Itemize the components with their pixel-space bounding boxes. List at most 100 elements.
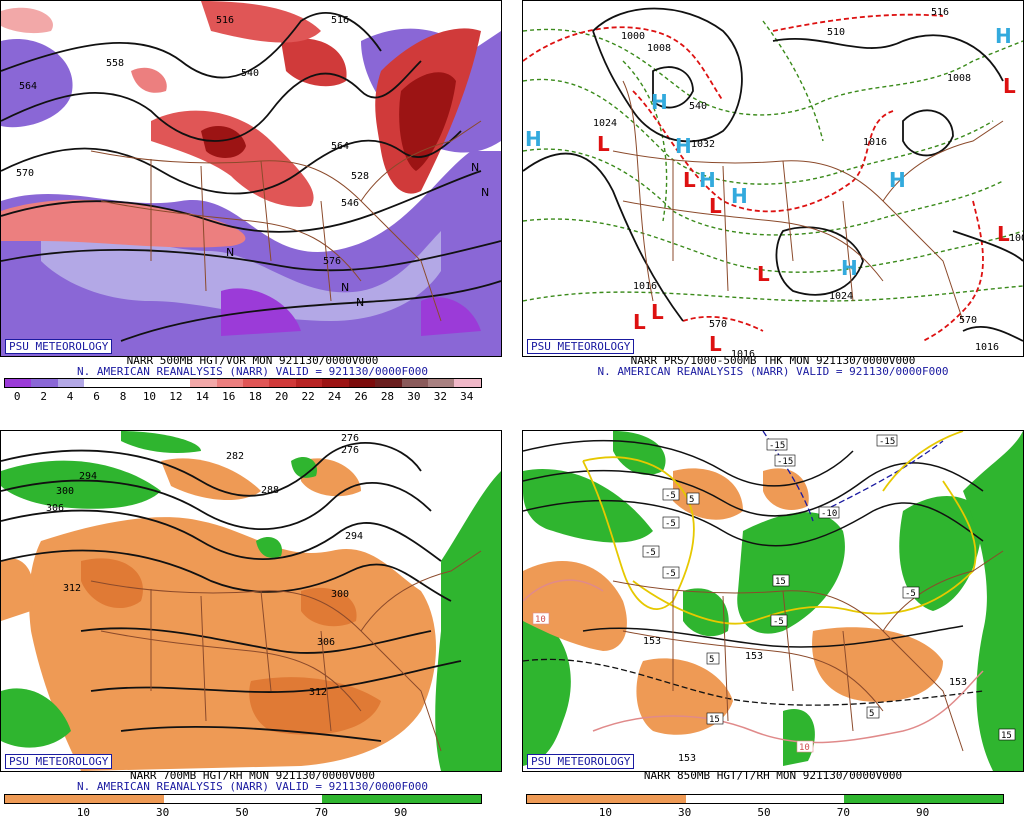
contour-label: 570: [16, 168, 34, 179]
low-pressure-symbol: L: [683, 168, 696, 192]
vort-max-symbol: N: [481, 186, 489, 199]
temp-label: 15: [775, 577, 786, 587]
contour-label: 1024: [593, 118, 617, 129]
contour-label: 564: [19, 81, 37, 92]
height-contours: [523, 439, 984, 648]
scale-label: 14: [195, 390, 209, 403]
positive-vorticity-area: [399, 72, 456, 171]
contour-label: 1016: [863, 137, 887, 148]
positive-vorticity-area: [201, 126, 246, 158]
temp-label-box: 15: [998, 728, 1016, 741]
colorbar-segment: [137, 379, 164, 387]
temp-label: -15: [777, 457, 793, 467]
scale-label: 34: [460, 390, 474, 403]
contour-label: 153: [745, 651, 763, 662]
temp-label: 5: [689, 495, 694, 505]
contour-label: 282: [226, 451, 244, 462]
political-borders: [90, 550, 482, 752]
low-pressure-symbol: L: [757, 262, 770, 286]
psu-meteorology-badge: PSU METEOROLOGY: [527, 339, 635, 354]
strong-negative-vorticity: [221, 288, 301, 336]
political-borders: [612, 550, 1004, 752]
negative-vorticity-area: [1, 39, 73, 128]
positive-vorticity-area: [201, 1, 321, 43]
psu-meteorology-badge: PSU METEOROLOGY: [5, 754, 113, 769]
contour-label: 516: [216, 15, 234, 26]
contour-label: 1032: [691, 139, 715, 150]
vorticity-map: N N N N N 516 564 558 564 540 546 576 57…: [1, 1, 501, 356]
low-pressure-symbol: L: [709, 194, 722, 218]
temp-label: 15: [1001, 731, 1012, 741]
colorbar-segment: [163, 379, 191, 387]
temp-label-box: -15: [876, 434, 898, 447]
temperature-labels: -15 -15 -15 -5 -5 -5 -5 -10 -5 -5 5 5 5 …: [532, 434, 1016, 753]
temp-label: 15: [709, 715, 720, 725]
scale-label: 18: [248, 390, 262, 403]
scale-label: 30: [156, 806, 170, 819]
contour-label: 540: [241, 68, 259, 79]
height-contours: [1, 441, 462, 742]
temp-label: -15: [879, 437, 895, 447]
light-purple-area: [41, 228, 441, 321]
map-frame: H H H H H H H H L L L L L L L L L 1000 1…: [522, 0, 1024, 357]
high-pressure-symbol: H: [995, 24, 1012, 48]
low-pressure-symbol: L: [633, 310, 646, 334]
contour-label: 1000: [621, 31, 645, 42]
vort-max-symbol: N: [341, 281, 349, 294]
temp-label: -5: [665, 491, 676, 501]
moist-areas: [523, 431, 1023, 771]
scale-label: 16: [222, 390, 236, 403]
contour-label: 153: [643, 636, 661, 647]
colorbar-segment: [57, 379, 85, 387]
temp-label-box: 10: [532, 612, 550, 625]
temp-label: 10: [799, 743, 810, 753]
temp-label-box: -5: [902, 586, 920, 599]
contour-label: 300: [331, 589, 349, 600]
scale-label: 20: [275, 390, 289, 403]
contour-label: 558: [106, 58, 124, 69]
scale-label: 26: [354, 390, 368, 403]
moist-areas: [1, 431, 501, 771]
colorbar-segment: [375, 379, 402, 387]
temp-label-box: -5: [662, 566, 680, 579]
temp-label: 5: [709, 655, 714, 665]
pressure-thickness-map: H H H H H H H H L L L L L L L L L 1000 1…: [523, 1, 1023, 356]
colorbar-segment: [322, 379, 349, 387]
panel-850mb-temperature-humidity: -15 -15 -15 -5 -5 -5 -5 -10 -5 -5 5 5 5 …: [522, 430, 1024, 819]
scale-label: 4: [66, 390, 74, 403]
temp-label-box: 5: [706, 652, 720, 665]
contour-label: 570: [959, 315, 977, 326]
contour-label: 312: [63, 583, 81, 594]
scale-label: 70: [836, 806, 850, 819]
psu-meteorology-badge: PSU METEOROLOGY: [527, 754, 635, 769]
scale-label: 0: [13, 390, 21, 403]
temp-label-box: -5: [662, 516, 680, 529]
high-pressure-symbol: H: [731, 184, 748, 208]
temp-label-box: 15: [706, 712, 724, 725]
low-pressure-symbol: L: [709, 332, 722, 356]
temp-label-box: 5: [866, 706, 880, 719]
map-frame: 276 282 294 300 306 288 294 300 306 312 …: [0, 430, 502, 772]
contour-label: 540: [689, 101, 707, 112]
warm-isotherm: [523, 579, 984, 744]
scale-label: 6: [93, 390, 100, 403]
colorbar-segment: [84, 379, 111, 387]
temp-label-box: -10: [818, 506, 840, 519]
thickness-contours: [523, 20, 1023, 302]
contour-labels: 153 153 153 153: [643, 636, 967, 764]
political-borders: [90, 120, 482, 322]
contour-label: 1008: [647, 43, 671, 54]
high-pressure-symbol: H: [699, 168, 716, 192]
contour-label: 546: [341, 198, 359, 209]
scale-label: 30: [407, 390, 421, 403]
colorbar-segment: [295, 379, 323, 387]
high-pressure-symbol: H: [841, 256, 858, 280]
contour-label: 510: [827, 27, 845, 38]
scale-label: 32: [433, 390, 447, 403]
vort-max-symbol: N: [356, 296, 364, 309]
temp-label-box: -15: [766, 438, 788, 451]
contour-label: 576: [323, 256, 341, 267]
contour-label: 294: [345, 531, 363, 542]
scale-label: 8: [119, 390, 127, 403]
low-pressure-symbol: L: [597, 132, 610, 156]
